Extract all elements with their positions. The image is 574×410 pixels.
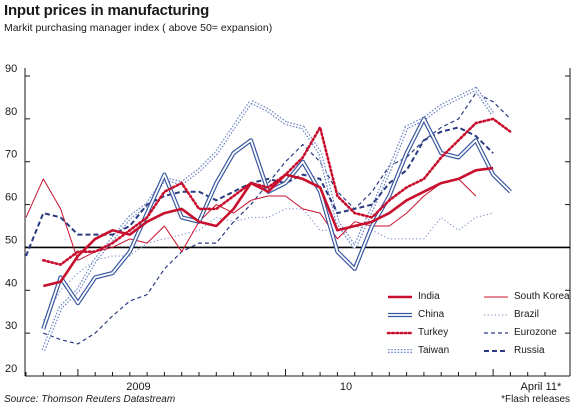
legend-swatch-turkey — [386, 331, 414, 335]
legend-label-china: China — [418, 309, 445, 320]
source-note: Source: Thomson Reuters Datastream — [4, 394, 176, 405]
series-india — [42, 166, 494, 288]
y-tick-label: 70 — [5, 149, 17, 161]
footnote: *Flash releases — [501, 394, 570, 405]
legend-label-eurozone: Eurozone — [514, 327, 557, 338]
y-tick-label: 60 — [5, 192, 17, 204]
legend-label-brazil: Brazil — [514, 309, 540, 320]
series-line-south-korea — [25, 178, 477, 261]
legend-swatch-russia — [484, 350, 508, 352]
series-line-india — [42, 166, 494, 288]
series-turkey — [41, 117, 512, 266]
chart-title: Input prices in manufacturing — [4, 2, 210, 19]
series-eurozone — [43, 92, 511, 345]
x-tick-label: April 11* — [521, 381, 562, 393]
series-line-eurozone — [43, 92, 511, 345]
legend-label-russia: Russia — [514, 345, 545, 356]
y-tick-label: 80 — [5, 106, 17, 118]
series-china — [41, 116, 512, 330]
series-south-korea — [25, 178, 477, 261]
y-tick-label: 20 — [5, 363, 17, 375]
series-line-china-inner — [42, 118, 512, 330]
y-tick-label: 90 — [5, 63, 17, 75]
x-tick-label: 10 — [340, 381, 352, 393]
legend-swatch-taiwan — [388, 349, 412, 353]
chart-subtitle: Markit purchasing manager index ( above … — [4, 22, 273, 34]
axes: 20 30 40 50 60 70 80 90 2009 10 April 11* — [5, 63, 571, 393]
legend-label-india: India — [418, 291, 440, 302]
series-line-turkey — [41, 117, 512, 266]
y-tick-label: 30 — [5, 320, 17, 332]
legend-label-taiwan: Taiwan — [418, 345, 450, 356]
x-tick-label: 2009 — [126, 381, 150, 393]
legend-swatch-brazil — [484, 314, 508, 316]
legend-swatch-india — [388, 295, 412, 299]
legend-label-turkey: Turkey — [418, 327, 449, 338]
legend-swatch-china — [388, 312, 412, 318]
y-tick-label: 50 — [5, 234, 17, 246]
y-tick-label: 40 — [5, 277, 17, 289]
legend-swatch-eurozone — [484, 332, 508, 334]
legend-swatch-south-korea — [484, 296, 508, 298]
legend-label-south-korea: South Korea — [514, 291, 570, 302]
series-lines — [25, 86, 512, 352]
